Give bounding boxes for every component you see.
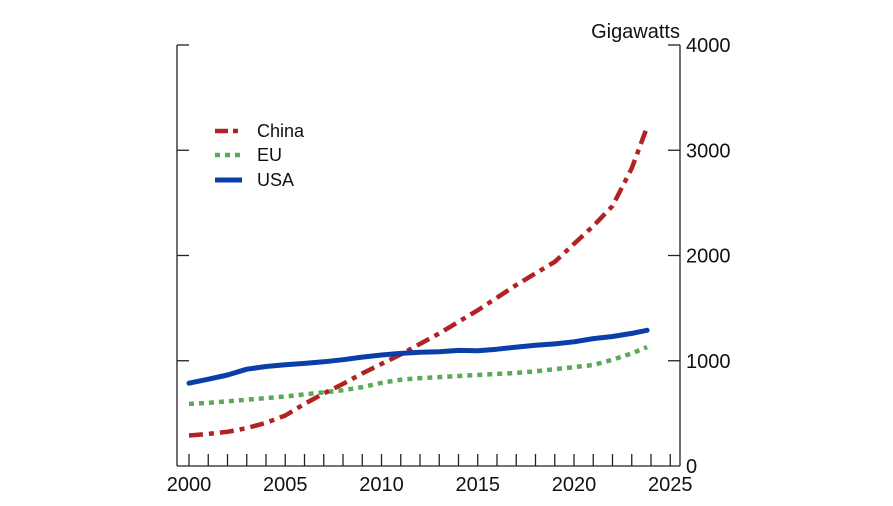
x-tick-label: 2025 xyxy=(648,474,693,496)
y-tick-label: 1000 xyxy=(686,351,731,373)
x-tick-label: 2015 xyxy=(456,474,501,496)
y-tick-label: 3000 xyxy=(686,140,731,162)
y-tick-label: 4000 xyxy=(686,35,731,57)
series-line-eu xyxy=(188,345,648,407)
y-tick-label: 0 xyxy=(686,456,697,478)
x-tick-label: 2000 xyxy=(167,474,212,496)
series-line-china xyxy=(188,126,650,438)
x-tick-label: 2005 xyxy=(263,474,308,496)
series-line-usa xyxy=(186,327,650,386)
legend: China EU USA xyxy=(215,121,305,190)
legend-label-eu: EU xyxy=(257,145,282,165)
y-axis-unit-label: Gigawatts xyxy=(591,21,680,43)
x-tick-label: 2010 xyxy=(359,474,404,496)
y-tick-label: 2000 xyxy=(686,246,731,268)
x-tick-label: 2020 xyxy=(552,474,597,496)
legend-label-usa: USA xyxy=(257,170,294,190)
legend-label-china: China xyxy=(257,121,305,141)
axes: 0 1000 2000 3000 4000 2000 2005 2010 2015 2020 202… xyxy=(167,35,731,496)
series-layer xyxy=(186,126,650,438)
